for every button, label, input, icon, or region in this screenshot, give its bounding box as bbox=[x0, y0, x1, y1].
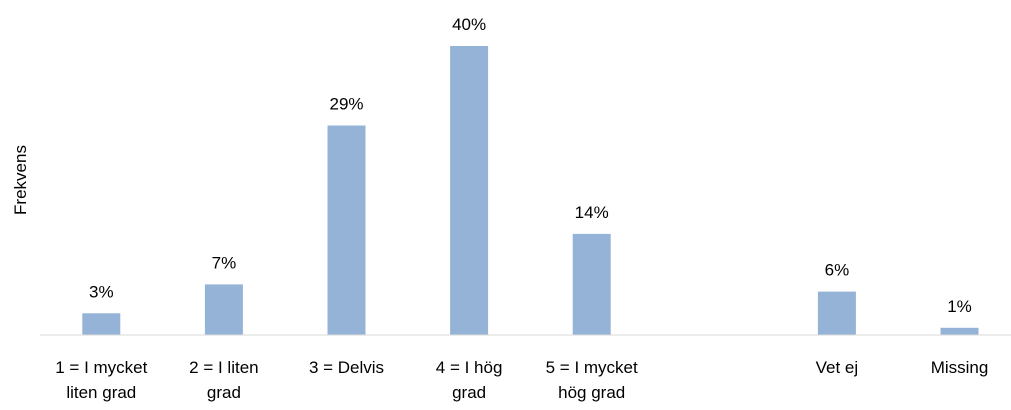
data-label-0: 3% bbox=[89, 282, 114, 301]
category-label-3-0: 4 = I hög bbox=[436, 358, 503, 377]
category-label-7-0: Missing bbox=[931, 358, 989, 377]
category-labels: 1 = I mycket liten grad 2 = I liten grad 3 =… bbox=[55, 358, 988, 402]
y-axis-label: Frekvens bbox=[11, 145, 30, 215]
category-label-4-1: hög grad bbox=[558, 383, 625, 402]
bar-3 bbox=[450, 46, 489, 335]
category-label-1-1: grad bbox=[207, 383, 241, 402]
bar-2 bbox=[327, 125, 366, 335]
category-label-4-0: 5 = I mycket bbox=[546, 358, 638, 377]
bars bbox=[82, 46, 979, 335]
bar-0 bbox=[82, 313, 121, 335]
bar-4 bbox=[572, 233, 611, 335]
data-label-2: 29% bbox=[329, 95, 363, 114]
category-label-2-0: 3 = Delvis bbox=[309, 358, 384, 377]
data-label-6: 6% bbox=[825, 261, 850, 280]
category-label-3-1: grad bbox=[452, 383, 486, 402]
value-labels: 3% 7% 29% 40% 14% 6% 1% bbox=[89, 15, 972, 316]
bar-1 bbox=[204, 284, 243, 335]
data-label-1: 7% bbox=[212, 253, 237, 272]
category-label-1-0: 2 = I liten bbox=[189, 358, 258, 377]
category-label-0-1: liten grad bbox=[66, 383, 136, 402]
category-label-6-0: Vet ej bbox=[816, 358, 859, 377]
category-label-0-0: 1 = I mycket bbox=[55, 358, 147, 377]
bar-7 bbox=[940, 327, 979, 335]
data-label-4: 14% bbox=[575, 203, 609, 222]
bar-6 bbox=[817, 291, 856, 335]
data-label-3: 40% bbox=[452, 15, 486, 34]
data-label-7: 1% bbox=[947, 297, 972, 316]
